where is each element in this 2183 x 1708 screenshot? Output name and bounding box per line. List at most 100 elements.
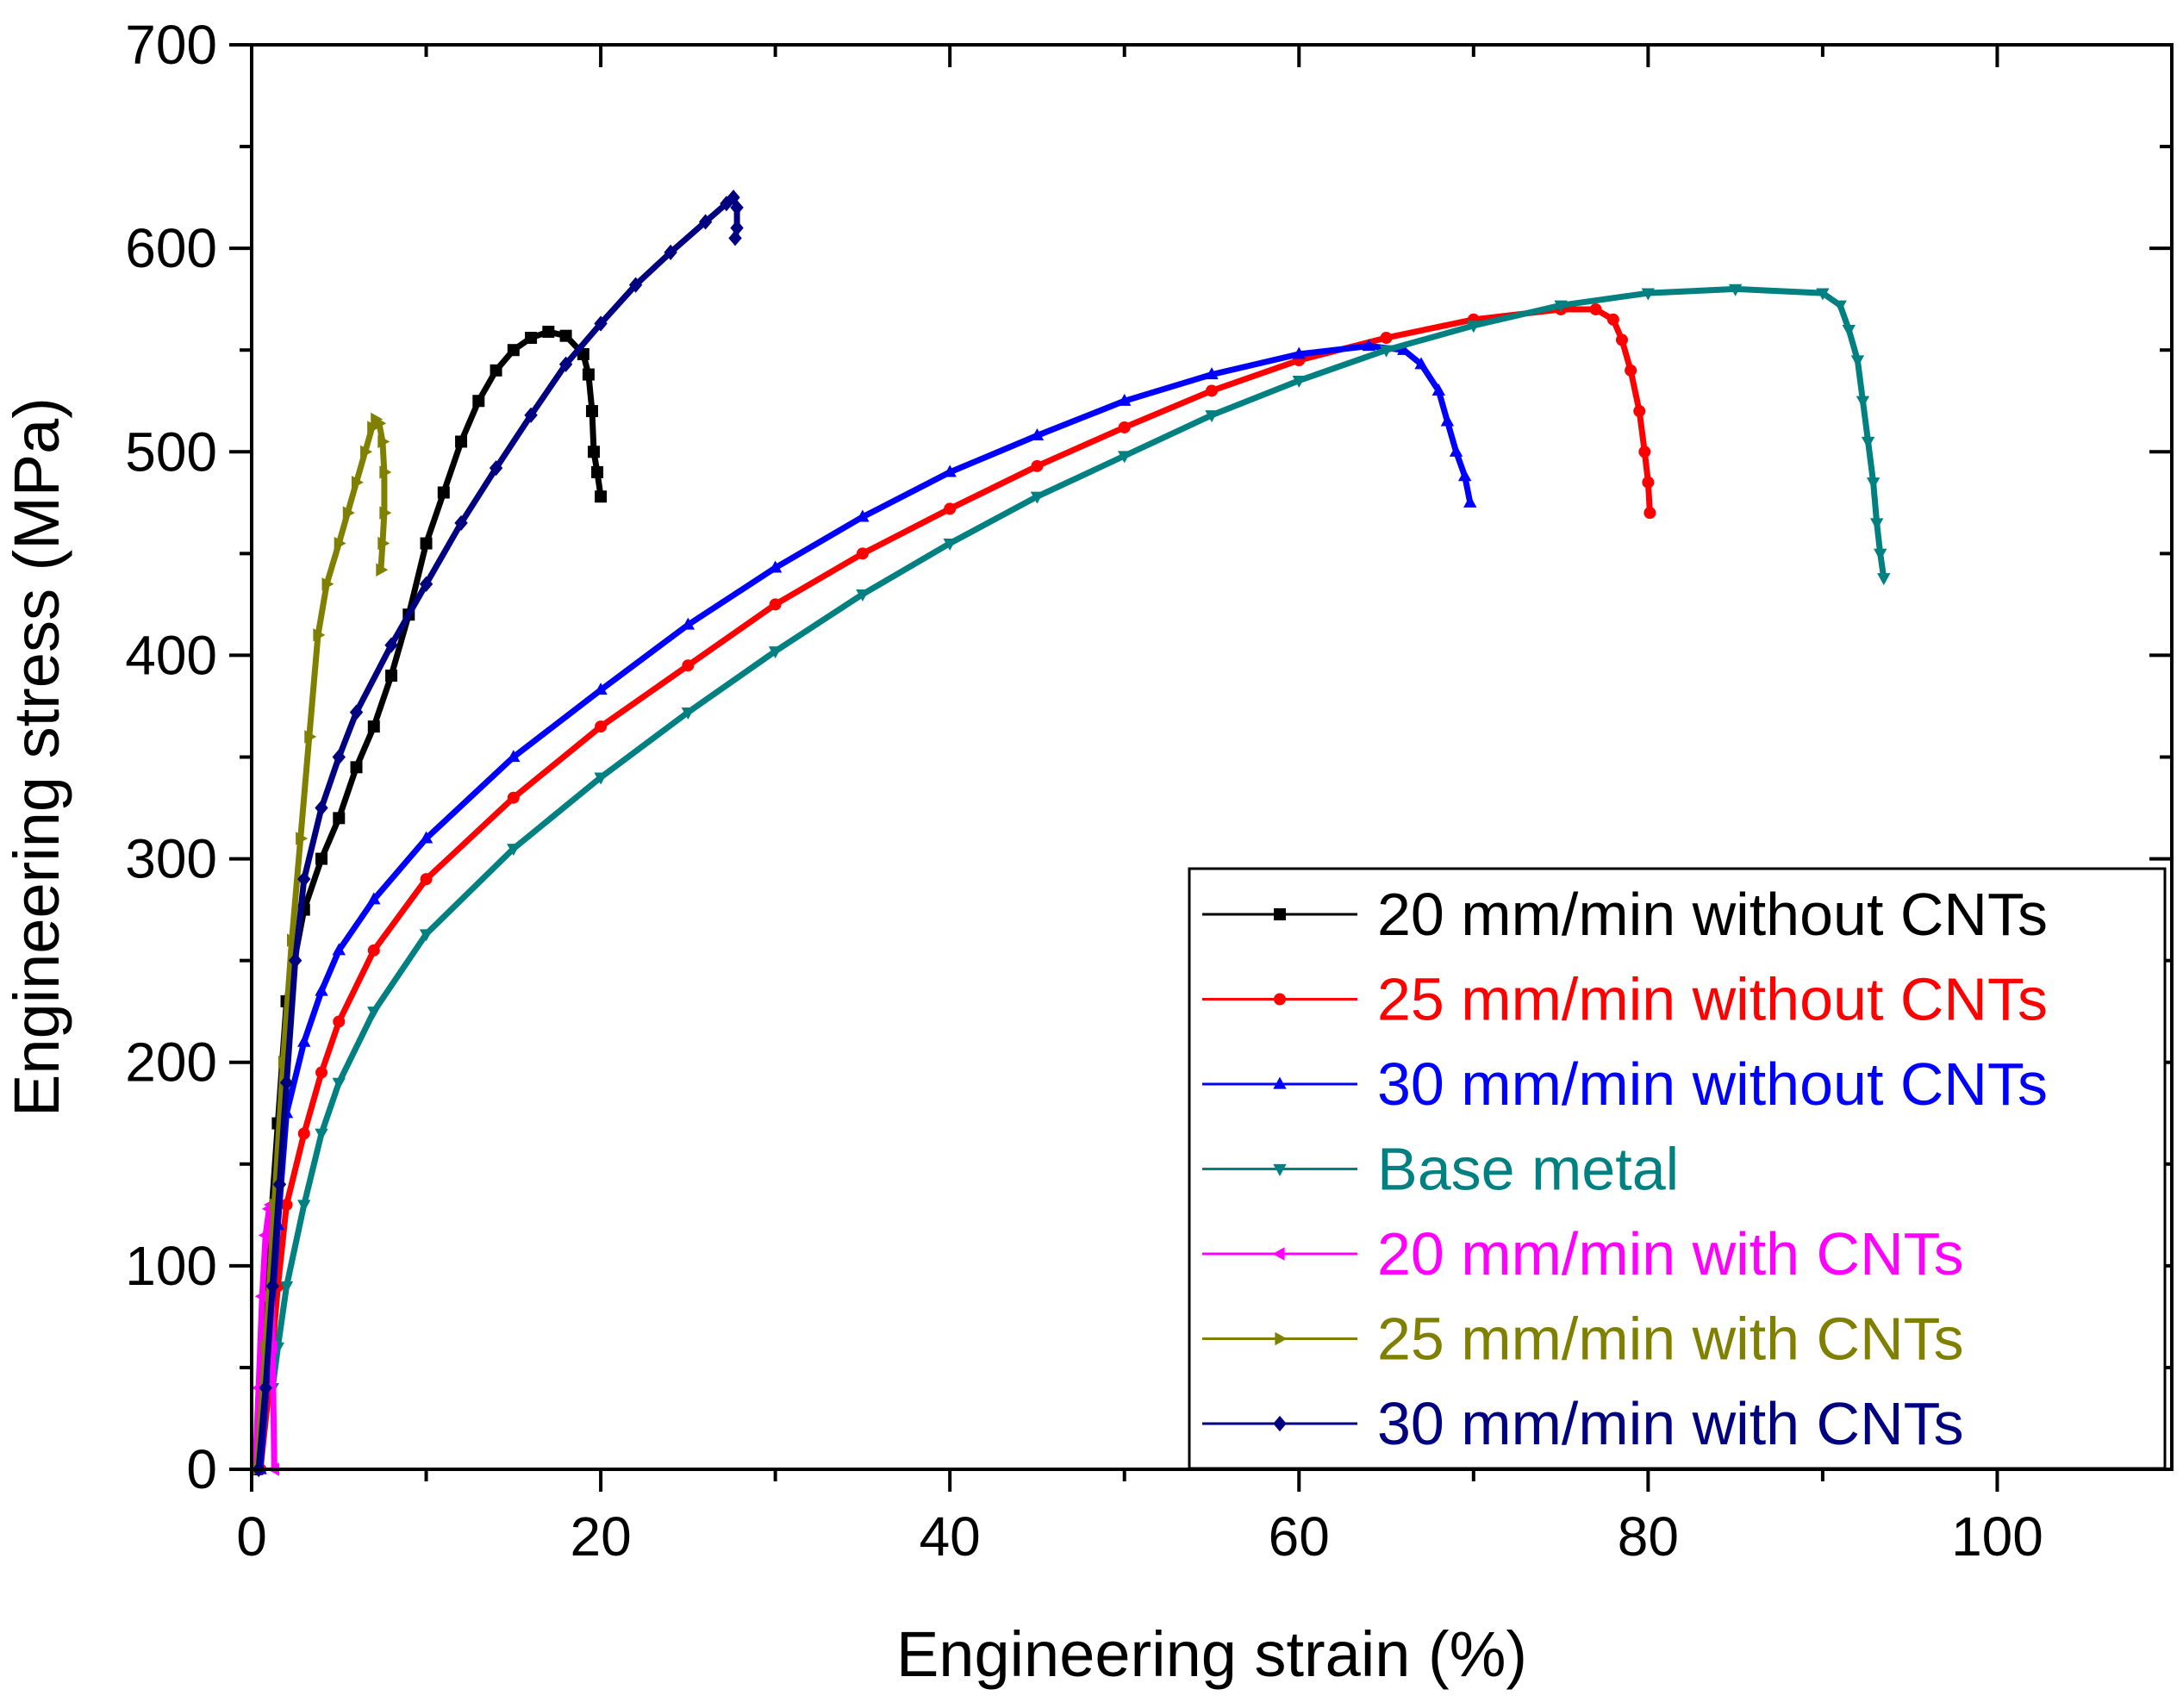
x-tick-label: 100 — [1951, 1505, 2043, 1568]
x-tick-label: 20 — [570, 1505, 631, 1568]
data-point — [1643, 507, 1656, 520]
legend-swatch-marker — [1274, 993, 1286, 1006]
y-tick-label: 100 — [125, 1235, 217, 1297]
data-point — [1633, 405, 1646, 418]
data-point — [374, 416, 387, 430]
legend-label: 30 mm/min without CNTs — [1377, 1050, 2048, 1118]
data-point — [542, 325, 555, 338]
x-tick-label: 40 — [920, 1505, 981, 1568]
data-point — [720, 196, 733, 212]
x-axis-label: Engineering strain (%) — [896, 1618, 1527, 1690]
data-point — [1866, 477, 1880, 490]
legend-swatch-marker — [1275, 1331, 1288, 1346]
y-tick-label: 600 — [125, 217, 217, 279]
data-point — [558, 356, 573, 372]
data-point — [1380, 332, 1393, 345]
data-point — [728, 230, 742, 246]
data-point — [379, 465, 392, 479]
data-point — [594, 772, 608, 785]
series-4 — [265, 284, 1891, 1395]
data-point — [1833, 300, 1847, 313]
data-point — [1874, 548, 1887, 561]
data-point — [279, 1281, 294, 1293]
data-point — [437, 486, 450, 499]
data-point — [490, 364, 502, 377]
legend-swatch-marker — [1274, 908, 1286, 920]
data-point — [332, 749, 346, 765]
x-tick-label: 0 — [236, 1505, 267, 1568]
data-point — [1816, 288, 1830, 301]
data-point — [272, 1176, 287, 1193]
data-point — [944, 502, 957, 515]
data-point — [367, 1007, 381, 1019]
data-point — [525, 332, 538, 345]
data-point — [524, 407, 538, 423]
data-point — [582, 368, 595, 381]
data-point — [730, 220, 744, 236]
legend-item: 30 mm/min without CNTs — [1202, 1050, 2048, 1118]
x-tick-label: 60 — [1269, 1505, 1330, 1568]
data-point — [351, 476, 364, 489]
data-point — [1463, 495, 1477, 508]
data-point — [332, 1077, 346, 1090]
data-point — [384, 637, 398, 653]
legend-item: 20 mm/min with CNTs — [1202, 1220, 1964, 1287]
data-point — [943, 538, 957, 551]
data-point — [856, 589, 870, 602]
data-point — [1850, 355, 1865, 368]
data-point — [420, 537, 433, 550]
data-point — [664, 244, 677, 260]
data-point — [943, 464, 957, 477]
data-point — [681, 707, 695, 720]
legend-swatch-marker — [1273, 1163, 1287, 1176]
legend-item: Base metal — [1202, 1136, 1679, 1203]
data-point — [350, 761, 363, 774]
data-point — [559, 329, 572, 342]
data-point — [1606, 313, 1619, 326]
data-point — [507, 791, 520, 804]
data-point — [1615, 333, 1628, 346]
data-point — [279, 1075, 294, 1091]
data-point — [768, 560, 783, 573]
data-point — [1589, 302, 1602, 315]
data-point — [1625, 364, 1637, 377]
data-point — [297, 1200, 311, 1212]
data-point — [360, 445, 373, 458]
data-point — [507, 844, 521, 857]
series-7 — [252, 190, 744, 1478]
data-point — [315, 852, 328, 865]
data-point — [507, 344, 520, 357]
data-point — [315, 800, 328, 816]
data-point — [769, 598, 782, 611]
data-point — [385, 670, 398, 683]
data-point — [286, 933, 299, 947]
data-point — [1641, 288, 1656, 301]
data-point — [315, 983, 328, 996]
data-point — [595, 490, 608, 503]
data-point — [1362, 339, 1375, 352]
data-point — [1638, 446, 1651, 458]
x-tick-label: 80 — [1618, 1505, 1679, 1568]
data-point — [1449, 444, 1463, 457]
data-point — [367, 944, 380, 957]
data-point — [1205, 410, 1219, 423]
data-point — [698, 214, 713, 230]
data-point — [1856, 396, 1870, 408]
data-point — [1205, 367, 1219, 380]
data-point — [1030, 491, 1045, 504]
data-point — [594, 315, 608, 332]
data-point — [585, 405, 598, 418]
data-point — [682, 659, 695, 672]
data-point — [507, 750, 521, 763]
data-point — [367, 720, 380, 733]
data-point — [334, 536, 346, 551]
data-point — [856, 509, 870, 522]
data-point — [321, 577, 334, 591]
data-point — [1842, 325, 1856, 337]
legend-item: 20 mm/min without CNTs — [1202, 881, 2048, 948]
legend-label: 25 mm/min without CNTs — [1377, 966, 2048, 1033]
data-point — [367, 892, 381, 905]
data-point — [1467, 321, 1481, 333]
data-point — [1440, 414, 1455, 427]
